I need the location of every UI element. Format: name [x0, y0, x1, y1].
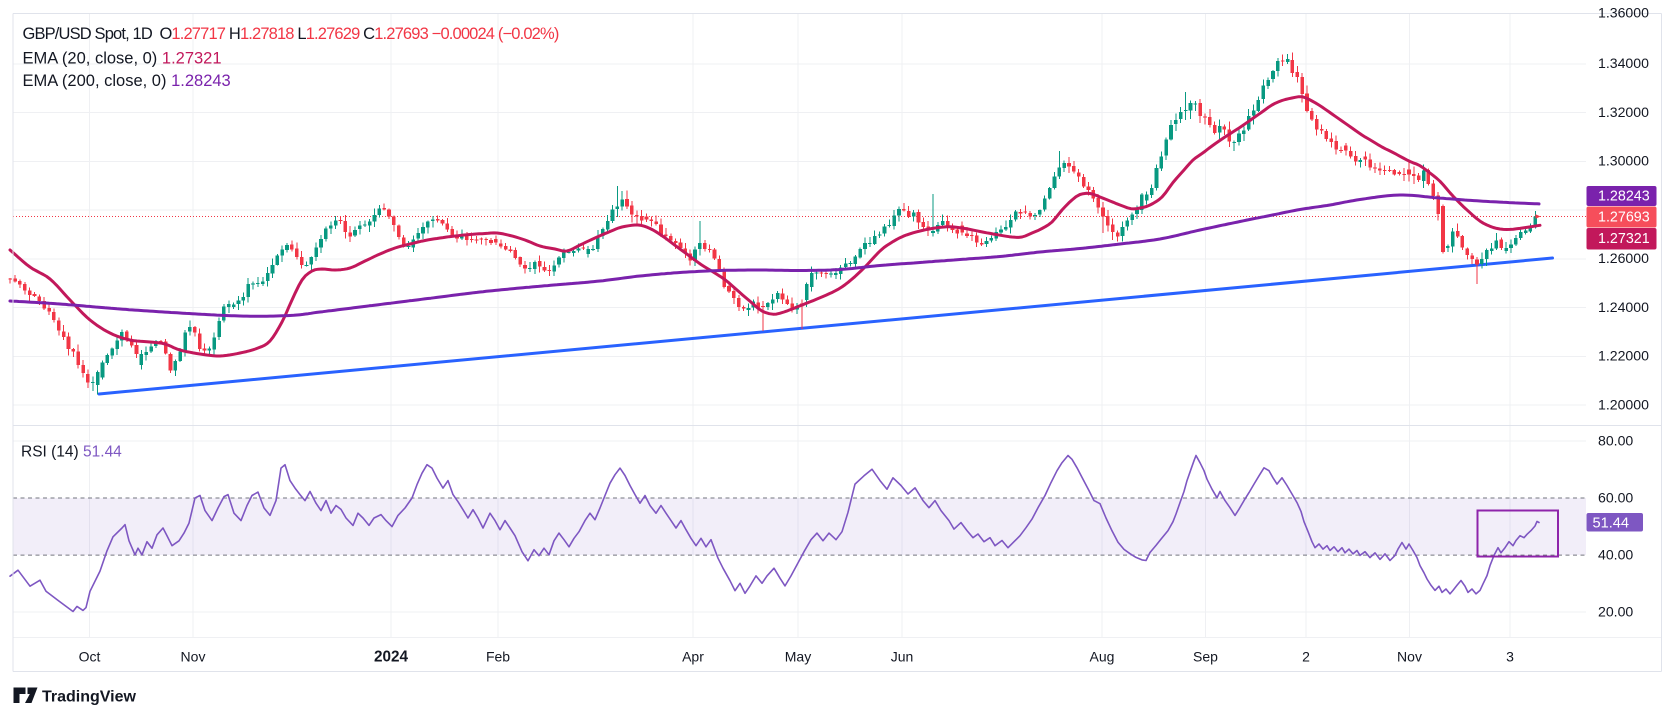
svg-text:Jun: Jun — [891, 649, 914, 665]
svg-text:RSI (14) 51.44: RSI (14) 51.44 — [21, 444, 122, 461]
svg-text:TradingView: TradingView — [42, 689, 137, 706]
svg-text:51.44: 51.44 — [1593, 515, 1630, 531]
svg-text:Feb: Feb — [486, 649, 510, 665]
svg-text:EMA (200, close, 0) 1.28243: EMA (200, close, 0) 1.28243 — [23, 72, 231, 90]
svg-text:80.00: 80.00 — [1598, 432, 1633, 448]
svg-text:1.34000: 1.34000 — [1598, 55, 1649, 71]
svg-text:1.24000: 1.24000 — [1598, 299, 1649, 315]
svg-text:1.27321: 1.27321 — [1598, 231, 1650, 247]
svg-text:Aug: Aug — [1090, 649, 1115, 665]
svg-text:May: May — [785, 649, 811, 665]
svg-text:Sep: Sep — [1193, 649, 1218, 665]
svg-text:2024: 2024 — [374, 649, 409, 666]
svg-text:1.32000: 1.32000 — [1598, 104, 1649, 120]
svg-text:3: 3 — [1506, 649, 1514, 665]
svg-text:60.00: 60.00 — [1598, 489, 1633, 505]
svg-text:1.26000: 1.26000 — [1598, 250, 1649, 266]
svg-text:1.20000: 1.20000 — [1598, 396, 1649, 412]
svg-text:EMA (20, close, 0) 1.27321: EMA (20, close, 0) 1.27321 — [23, 50, 222, 68]
svg-text:1.22000: 1.22000 — [1598, 348, 1649, 364]
svg-text:20.00: 20.00 — [1598, 603, 1633, 619]
svg-text:2: 2 — [1302, 649, 1310, 665]
svg-text:1.36000: 1.36000 — [1598, 5, 1649, 21]
svg-text:1.27693: 1.27693 — [1598, 210, 1650, 226]
svg-text:Nov: Nov — [1397, 649, 1422, 665]
svg-text:Apr: Apr — [682, 649, 704, 665]
svg-text:GBP/USD Spot, 1D O1.27717 H1.: GBP/USD Spot, 1D O1.27717 H1.27818 L1.27… — [23, 25, 559, 43]
svg-text:Nov: Nov — [181, 649, 206, 665]
svg-text:1.28243: 1.28243 — [1598, 189, 1650, 205]
svg-text:1.30000: 1.30000 — [1598, 153, 1649, 169]
svg-text:Oct: Oct — [79, 649, 101, 665]
svg-text:40.00: 40.00 — [1598, 546, 1633, 562]
